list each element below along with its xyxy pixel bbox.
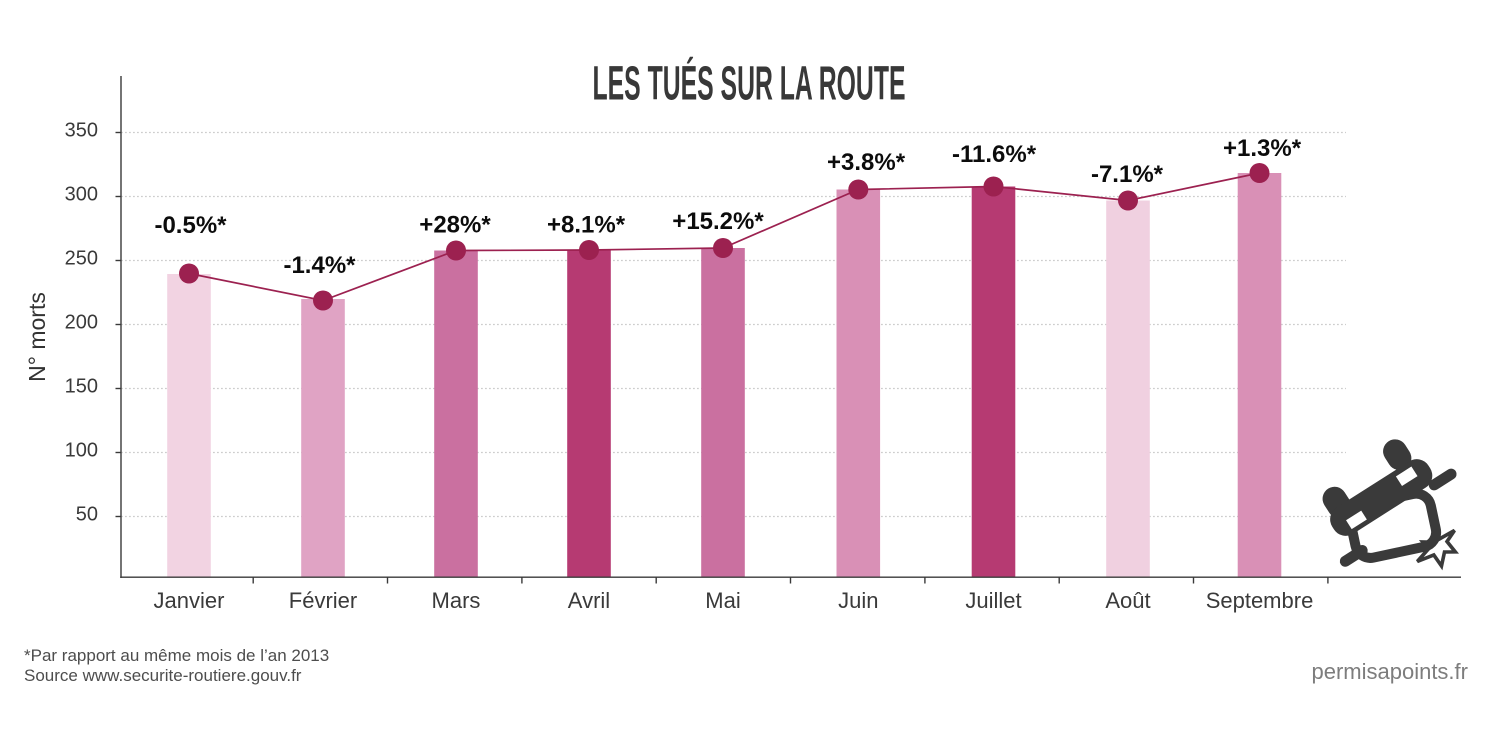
svg-text:Janvier: Janvier	[154, 588, 225, 613]
svg-text:-0.5%*: -0.5%*	[154, 212, 227, 239]
svg-text:Mai: Mai	[705, 588, 740, 613]
svg-text:Juillet: Juillet	[965, 588, 1021, 613]
svg-text:LES TUÉS SUR LA ROUTE: LES TUÉS SUR LA ROUTE	[593, 57, 906, 111]
svg-text:Source www.securite-routiere.g: Source www.securite-routiere.gouv.fr	[24, 666, 302, 685]
svg-text:100: 100	[65, 440, 98, 462]
svg-text:Avril: Avril	[568, 588, 610, 613]
svg-text:150: 150	[65, 376, 98, 398]
svg-text:N° morts: N° morts	[24, 292, 50, 382]
svg-text:-1.4%*: -1.4%*	[283, 252, 356, 279]
svg-text:*Par rapport au même mois de l: *Par rapport au même mois de l’an 2013	[24, 646, 329, 665]
svg-text:+8.1%*: +8.1%*	[547, 212, 626, 239]
svg-text:+15.2%*: +15.2%*	[672, 208, 764, 235]
svg-text:Septembre: Septembre	[1206, 588, 1314, 613]
svg-text:+1.3%*: +1.3%*	[1223, 135, 1302, 162]
svg-text:Août: Août	[1105, 588, 1150, 613]
svg-text:Février: Février	[289, 588, 357, 613]
svg-text:permisapoints.fr: permisapoints.fr	[1311, 659, 1468, 684]
svg-text:300: 300	[65, 184, 98, 206]
svg-text:200: 200	[65, 312, 98, 334]
svg-text:-7.1%*: -7.1%*	[1091, 161, 1164, 188]
svg-text:-11.6%*: -11.6%*	[952, 141, 1037, 168]
svg-text:+3.8%*: +3.8%*	[827, 149, 906, 176]
svg-text:250: 250	[65, 248, 98, 270]
svg-text:Mars: Mars	[432, 588, 481, 613]
svg-text:+28%*: +28%*	[419, 212, 491, 239]
svg-text:50: 50	[76, 504, 98, 526]
svg-text:Juin: Juin	[838, 588, 878, 613]
svg-text:350: 350	[65, 120, 98, 142]
